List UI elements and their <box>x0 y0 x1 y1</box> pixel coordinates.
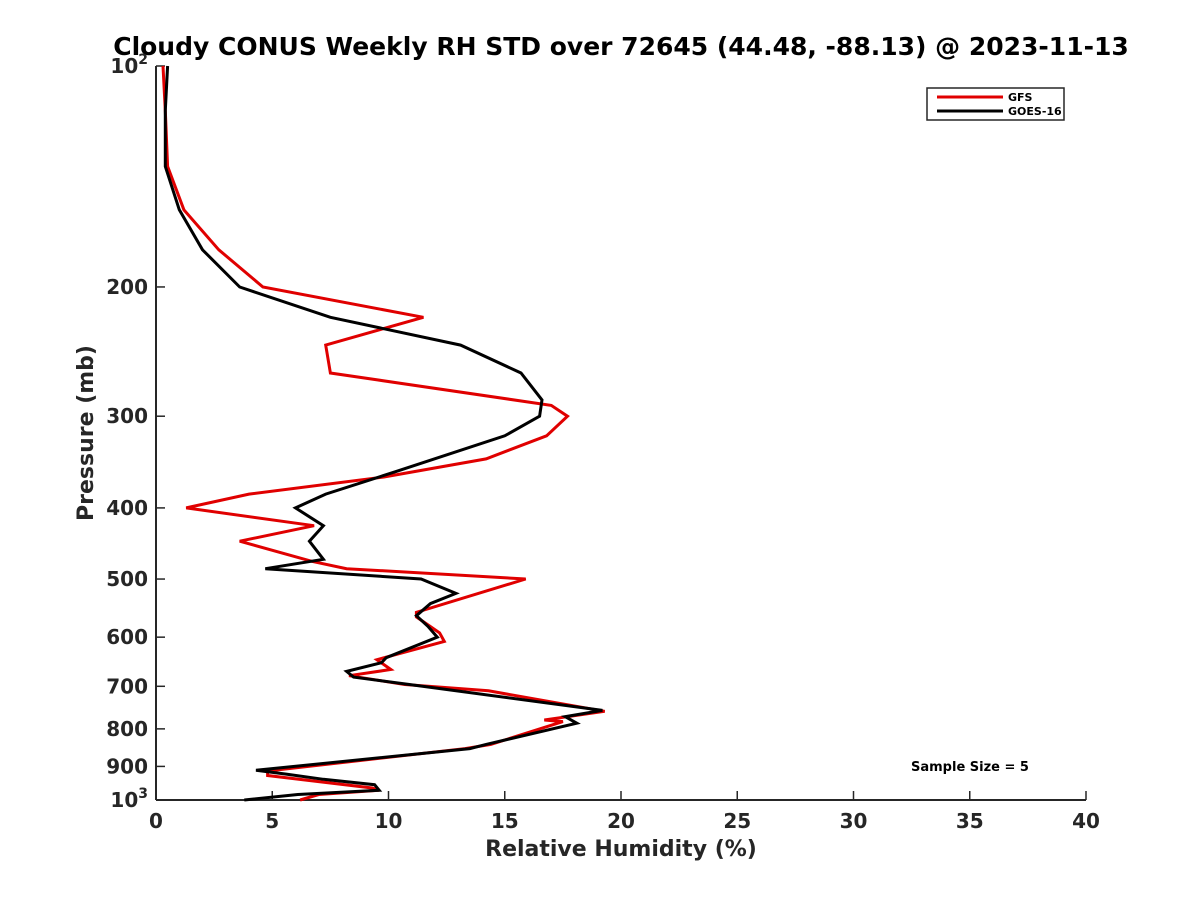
y-tick-label: 500 <box>106 567 148 591</box>
x-ticks: 0 5 10 15 20 25 30 35 40 <box>149 791 1100 833</box>
y-tick-label: 300 <box>106 404 148 428</box>
x-tick-label: 25 <box>723 809 751 833</box>
series-lines <box>161 65 605 802</box>
y-axis-label: Pressure (mb) <box>74 345 99 521</box>
x-axis-label: Relative Humidity (%) <box>485 837 757 862</box>
sample-size-annotation: Sample Size = 5 <box>911 760 1029 775</box>
legend-label-gfs: GFS <box>1008 91 1033 104</box>
legend-label-goes-16: GOES-16 <box>1008 105 1062 118</box>
y-tick-label: 400 <box>106 496 148 520</box>
x-tick-label: 10 <box>375 809 403 833</box>
x-tick-label: 40 <box>1072 809 1100 833</box>
y-tick-label: 102 <box>110 52 148 78</box>
y-ticks: 102 200 300 400 500 600 700 800 900 103 <box>106 52 165 812</box>
y-tick-label: 103 <box>110 786 148 812</box>
x-tick-label: 35 <box>956 809 984 833</box>
series-line-goes-16 <box>163 65 603 802</box>
x-tick-label: 20 <box>607 809 635 833</box>
y-tick-label: 700 <box>106 674 148 698</box>
y-tick-label: 600 <box>106 625 148 649</box>
x-tick-label: 30 <box>840 809 868 833</box>
legend: GFS GOES-16 <box>926 87 1065 121</box>
x-tick-label: 0 <box>149 809 163 833</box>
y-tick-label: 900 <box>106 754 148 778</box>
legend-box <box>926 87 1065 121</box>
x-tick-label: 15 <box>491 809 519 833</box>
x-tick-label: 5 <box>265 809 279 833</box>
y-tick-label: 800 <box>106 717 148 741</box>
plot-area: 0 5 10 15 20 25 30 35 40 102 200 300 400 500 600 700 80… <box>106 52 1100 833</box>
chart-title: Cloudy CONUS Weekly RH STD over 72645 (4… <box>113 32 1129 61</box>
y-tick-label: 200 <box>106 275 148 299</box>
